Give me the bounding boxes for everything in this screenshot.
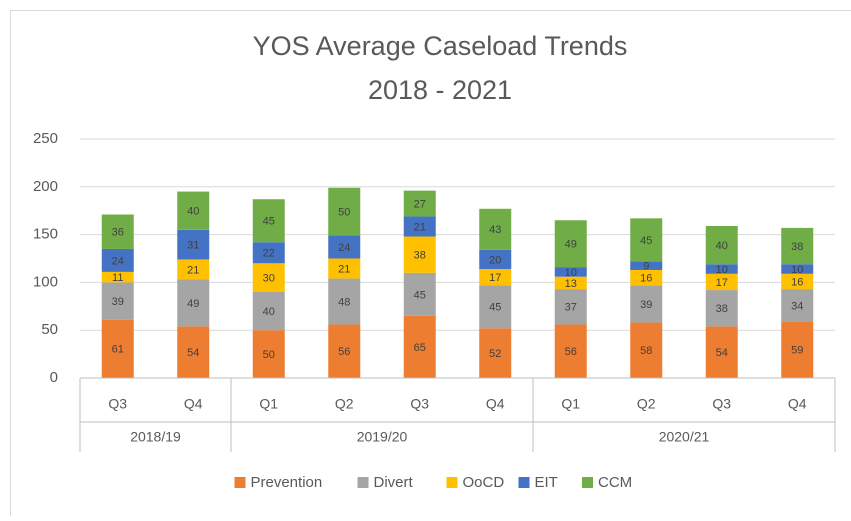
data-label: 38 [791,241,803,253]
x-tick-label: Q2 [335,396,354,412]
data-label: 43 [489,224,501,236]
legend-label: Prevention [251,474,323,491]
data-label: 40 [187,206,199,218]
legend-swatch [519,477,530,488]
data-label: 31 [187,240,199,252]
chart-title: YOS Average Caseload Trends [253,31,628,61]
data-label: 59 [791,345,803,357]
y-tick-label: 150 [33,226,58,243]
data-label: 40 [716,240,728,252]
y-tick-label: 0 [50,369,58,386]
data-label: 54 [187,347,199,359]
data-label: 21 [187,264,199,276]
x-tick-label: Q3 [712,396,731,412]
x-tick-label: Q4 [184,396,203,412]
data-label: 21 [414,221,426,233]
data-label: 17 [489,272,501,284]
data-label: 45 [489,302,501,314]
data-label: 58 [640,345,652,357]
x-tick-label: Q1 [561,396,580,412]
data-label: 38 [414,250,426,262]
data-label: 21 [338,263,350,275]
group-label: 2018/19 [130,429,181,445]
y-tick-label: 50 [41,321,58,338]
data-label: 36 [112,227,124,239]
x-tick-label: Q1 [259,396,278,412]
data-label: 39 [112,296,124,308]
legend-swatch [358,477,369,488]
x-tick-label: Q3 [108,396,127,412]
data-label: 49 [187,298,199,310]
data-label: 39 [640,299,652,311]
data-label: 27 [414,198,426,210]
data-label: 52 [489,348,501,360]
data-label: 61 [112,344,124,356]
data-label: 45 [640,235,652,247]
data-label: 40 [263,306,275,318]
data-label: 49 [565,239,577,251]
data-label: 10 [791,264,803,276]
data-label: 56 [338,346,350,358]
y-tick-label: 200 [33,178,58,195]
legend-label: CCM [598,474,632,491]
legend-swatch [235,477,246,488]
data-label: 48 [338,296,350,308]
data-label: 16 [640,273,652,285]
legend-swatch [582,477,593,488]
data-label: 45 [414,289,426,301]
data-label: 37 [565,302,577,314]
data-label: 45 [263,216,275,228]
legend-label: Divert [374,474,414,491]
data-label: 30 [263,273,275,285]
group-label: 2019/20 [357,429,408,445]
data-label: 11 [112,272,123,284]
data-label: 20 [489,254,501,266]
data-label: 17 [716,277,728,289]
data-label: 24 [338,242,350,254]
y-tick-label: 100 [33,273,58,290]
x-tick-label: Q2 [637,396,656,412]
legend-swatch [447,477,458,488]
data-label: 9 [643,261,649,273]
data-label: 13 [565,278,577,290]
data-label: 54 [716,347,728,359]
x-tick-label: Q3 [410,396,429,412]
data-label: 65 [414,342,426,354]
data-label: 22 [263,248,275,260]
data-label: 50 [263,349,275,361]
x-tick-label: Q4 [788,396,807,412]
x-tick-label: Q4 [486,396,505,412]
data-label: 24 [112,255,124,267]
data-label: 10 [565,267,577,279]
y-tick-label: 250 [33,130,58,147]
legend-label: OoCD [463,474,505,491]
data-label: 16 [791,276,803,288]
data-label: 56 [565,346,577,358]
legend-label: EIT [535,474,558,491]
data-label: 10 [716,264,728,276]
data-label: 34 [791,300,803,312]
group-label: 2020/21 [659,429,710,445]
data-label: 38 [716,303,728,315]
data-label: 50 [338,207,350,219]
chart-title: 2018 - 2021 [368,75,512,105]
